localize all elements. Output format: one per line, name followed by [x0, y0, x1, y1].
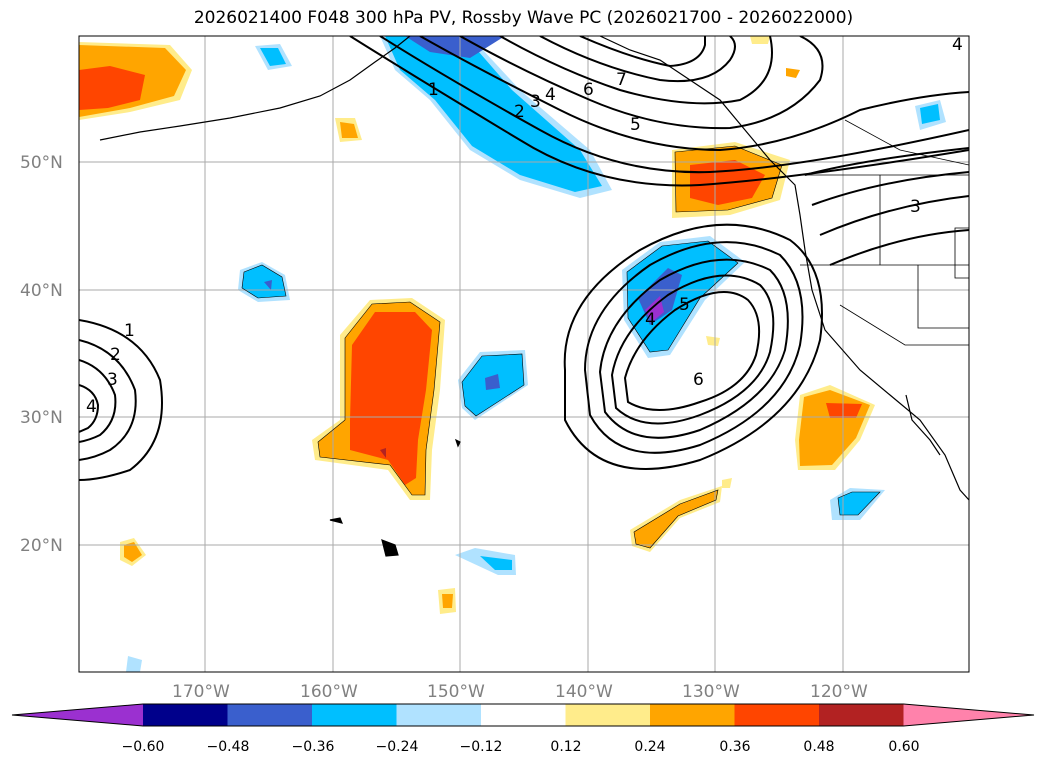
colorbar-swatch	[12, 704, 143, 726]
contour-label: 2	[514, 102, 525, 122]
colorbar-tick: −0.12	[460, 739, 503, 755]
lon-label: 120°W	[810, 682, 868, 702]
colorbar-tick: −0.36	[292, 739, 335, 755]
contour-label: 3	[910, 197, 921, 217]
colorbar-swatch	[734, 704, 820, 726]
colorbar-ticks: −0.60 −0.48 −0.36 −0.24 −0.12 0.12 0.24 …	[122, 739, 920, 755]
contour-label: 4	[86, 397, 97, 417]
colorbar-tick: 0.36	[719, 739, 750, 755]
colorbar-swatch	[819, 704, 904, 726]
graticule	[79, 36, 969, 672]
contour-labels: 1 2 3 4 5 6 7 4 5 6 3 4 1 2 3 4	[86, 35, 963, 417]
axis-labels: 50°N 40°N 30°N 20°N 170°W 160°W 150°W 14…	[20, 153, 868, 702]
colorbar-swatch	[396, 704, 482, 726]
lon-label: 150°W	[427, 682, 485, 702]
lat-label: 50°N	[20, 153, 63, 173]
colorbar-swatch	[650, 704, 735, 726]
shading-outlines	[241, 145, 881, 549]
colorbar-swatch	[143, 704, 228, 726]
contour-label: 6	[583, 80, 594, 100]
colorbar-tick: 0.60	[888, 739, 919, 755]
colorbar-swatch	[227, 704, 313, 726]
colorbar-tick: 0.24	[634, 739, 665, 755]
lat-label: 40°N	[20, 281, 63, 301]
colorbar-swatch	[565, 704, 651, 726]
contour-label: 3	[530, 92, 541, 112]
contour-label: 3	[107, 370, 118, 390]
lat-label: 30°N	[20, 408, 63, 428]
colorbar-tick: −0.60	[122, 739, 165, 755]
colorbar-tick: 0.48	[803, 739, 834, 755]
borders	[800, 119, 969, 346]
rossby-wave-contours	[79, 36, 969, 481]
contour-label: 4	[545, 85, 556, 105]
colorbar-tick: 0.12	[550, 739, 581, 755]
lon-label: 160°W	[300, 682, 358, 702]
coastlines	[99, 36, 969, 557]
colorbar-tick: −0.48	[207, 739, 250, 755]
colorbar-swatch	[312, 704, 397, 726]
contour-label: 4	[645, 310, 656, 330]
contour-label: 5	[630, 115, 641, 135]
contour-label: 6	[693, 370, 704, 390]
lon-label: 140°W	[555, 682, 613, 702]
lat-label: 20°N	[20, 536, 63, 556]
map-title: 2026021400 F048 300 hPa PV, Rossby Wave …	[193, 8, 854, 28]
contour-label: 1	[124, 321, 135, 341]
colorbar	[11, 703, 1035, 727]
colorbar-tick: −0.24	[376, 739, 419, 755]
contour-label: 5	[679, 295, 690, 315]
contour-label: 7	[616, 70, 627, 90]
lon-label: 170°W	[172, 682, 230, 702]
lon-label: 130°W	[682, 682, 740, 702]
colorbar-swatch	[481, 704, 566, 726]
colorbar-outline	[11, 703, 1035, 727]
contour-label: 4	[952, 35, 963, 55]
contour-label: 1	[428, 80, 439, 100]
contour-label: 2	[110, 345, 121, 365]
colorbar-swatch	[903, 704, 1034, 726]
plot-frame	[78, 35, 970, 673]
